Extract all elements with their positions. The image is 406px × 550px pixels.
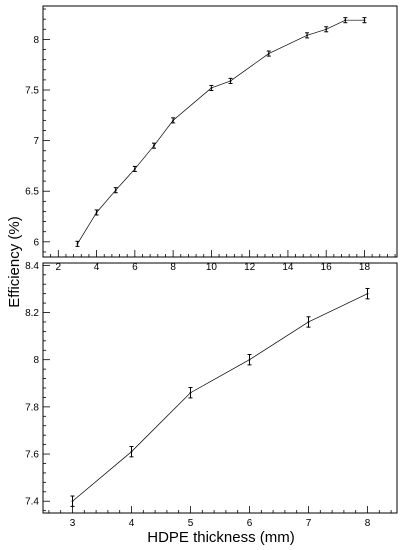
y-axis-label: Efficiency (%) xyxy=(6,216,23,307)
y-tick-label: 8.4 xyxy=(25,261,39,272)
x-tick-label: 8 xyxy=(365,518,371,529)
data-point xyxy=(172,119,175,122)
series-line xyxy=(77,19,365,245)
data-point xyxy=(363,19,366,22)
y-tick-label: 7.5 xyxy=(25,86,39,97)
data-point xyxy=(248,358,251,361)
x-tick-label: 6 xyxy=(247,518,253,529)
y-tick-label: 6 xyxy=(33,237,39,248)
data-point xyxy=(325,28,328,31)
x-tick-label: 16 xyxy=(321,262,333,273)
data-point xyxy=(344,19,347,22)
data-point xyxy=(366,292,369,295)
x-tick-label: 18 xyxy=(359,262,371,273)
data-point xyxy=(133,168,136,170)
data-point xyxy=(130,450,133,453)
series-line xyxy=(72,293,368,502)
x-axis-label: HDPE thickness (mm) xyxy=(147,529,295,546)
data-point xyxy=(210,87,213,89)
y-tick-label: 8 xyxy=(33,355,39,366)
data-point xyxy=(267,52,270,55)
x-tick-label: 8 xyxy=(170,262,176,273)
y-tick-label: 7 xyxy=(33,136,39,147)
y-tick-label: 7.8 xyxy=(25,402,39,413)
y-tick-label: 6.5 xyxy=(25,187,39,198)
x-tick-label: 5 xyxy=(188,518,194,529)
chart-panel-top: 2 4 6 8 10 12 14 16 18 6 6.5 7 7.5 8 xyxy=(25,5,398,273)
data-point xyxy=(95,211,98,214)
x-tick-label: 10 xyxy=(206,262,218,273)
y-tick-label: 8.2 xyxy=(25,308,39,319)
data-point xyxy=(307,321,310,323)
data-point xyxy=(189,391,192,394)
data-point xyxy=(229,79,232,82)
plot-frame xyxy=(42,262,398,514)
data-point xyxy=(71,500,74,503)
y-tick-label: 8 xyxy=(33,35,39,46)
data-point xyxy=(76,242,79,245)
data-point xyxy=(306,34,308,37)
x-tick-label: 2 xyxy=(56,262,62,273)
x-tick-label: 14 xyxy=(282,262,294,273)
x-tick-label: 6 xyxy=(132,262,138,273)
data-point xyxy=(153,144,155,147)
x-tick-label: 4 xyxy=(94,262,100,273)
x-tick-label: 4 xyxy=(129,518,135,529)
chart-panel-bottom: 3 4 5 6 7 8 7.4 7.6 7.8 8 8.2 8.4 xyxy=(25,261,398,529)
x-tick-label: 12 xyxy=(244,262,256,273)
x-tick-label: 7 xyxy=(306,518,312,529)
plot-frame xyxy=(42,5,398,258)
y-tick-label: 7.6 xyxy=(25,450,39,461)
y-tick-label: 7.4 xyxy=(25,497,39,508)
data-point xyxy=(114,189,117,192)
x-tick-label: 3 xyxy=(70,518,76,529)
